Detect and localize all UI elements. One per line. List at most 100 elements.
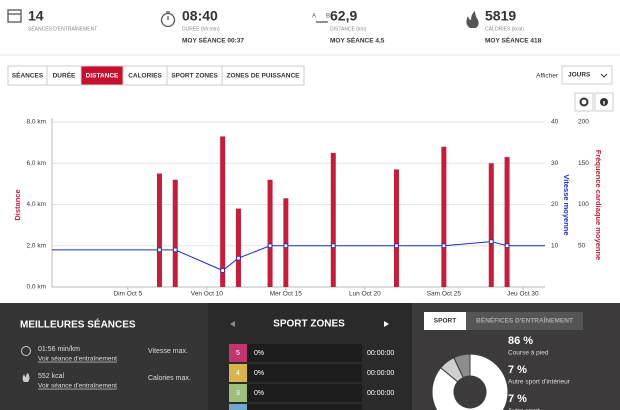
- zone-swatch: [229, 364, 247, 382]
- axis-label: Distance: [13, 189, 22, 220]
- line-point: [236, 255, 241, 261]
- x-tick-label: Lun Oct 20: [349, 291, 381, 298]
- tab[interactable]: [221, 65, 305, 86]
- best-link[interactable]: Voir séance d'entraînement: [38, 356, 117, 363]
- bar: [283, 198, 289, 287]
- axis-label: Fréquence cardiaque moyenne: [594, 150, 603, 260]
- bar: [235, 208, 241, 287]
- display-label: Afficher: [536, 73, 559, 80]
- stat-label: SÉANCES D'ENTRAÎNEMENT: [28, 25, 97, 32]
- zone-swatch: [229, 344, 247, 362]
- y-tick-label: 4,0 km: [26, 201, 46, 208]
- best-panel: [0, 303, 208, 410]
- calorie-icon: [22, 373, 30, 382]
- y3-tick-label: 100: [578, 201, 589, 208]
- stat-value: 5819: [485, 8, 516, 24]
- tab-label: SPORT ZONES: [171, 73, 218, 80]
- stat-average: MOY SÉANCE 4,5: [330, 36, 385, 45]
- stat-label: DURÉE (hh:mm): [182, 25, 220, 32]
- settings-button[interactable]: [574, 92, 594, 112]
- zones-title: SPORT ZONES: [273, 319, 345, 330]
- y3-tick-label: 200: [578, 119, 589, 126]
- line-point: [173, 247, 178, 253]
- stat-average: MOY SÉANCE 418: [485, 36, 542, 45]
- donut-segment: [453, 353, 471, 379]
- zone-swatch: [229, 384, 247, 402]
- line-point: [331, 243, 336, 248]
- display-value: JOURS: [568, 72, 591, 79]
- zone-swatch: [229, 404, 247, 410]
- calendar-icon: [7, 9, 22, 23]
- x-tick-label: Ven Oct 10: [191, 291, 224, 298]
- sport-percent: 86 %: [508, 335, 533, 347]
- flame-icon: [466, 11, 479, 28]
- line-point: [394, 243, 399, 248]
- zone-time: 00:00:00: [367, 350, 394, 357]
- tab-label: DURÉE: [53, 71, 76, 80]
- stat-value: 14: [28, 8, 44, 24]
- zone-number: 5: [236, 350, 240, 357]
- best-label: Calories max.: [148, 375, 191, 382]
- tab-label: DISTANCE: [86, 73, 119, 80]
- line-point: [441, 243, 447, 248]
- bar: [504, 157, 510, 287]
- tab-label: SÉANCES: [12, 71, 44, 80]
- best-title: MEILLEURES SÉANCES: [20, 318, 136, 331]
- speed-icon: [21, 346, 31, 356]
- sport-percent: 7 %: [508, 393, 527, 405]
- y3-tick-label: 150: [578, 160, 589, 167]
- y2-tick-label: 20: [551, 201, 559, 208]
- prev-arrow[interactable]: [230, 321, 235, 327]
- zone-bar: [247, 384, 362, 402]
- sport-tab[interactable]: [466, 312, 583, 330]
- stopwatch-icon: [160, 12, 176, 28]
- best-link[interactable]: Voir séance d'entraînement: [38, 383, 117, 390]
- zone-percent: 0%: [254, 370, 264, 377]
- bar: [441, 146, 447, 287]
- stat-value: 62,9: [330, 8, 357, 24]
- display-select[interactable]: [561, 65, 613, 85]
- line-point: [157, 247, 162, 253]
- zone-number: 4: [236, 370, 240, 377]
- sport-tab-label: BÉNÉFICES D'ENTRAÎNEMENT: [476, 316, 573, 325]
- sport-tab[interactable]: [424, 312, 466, 330]
- zone-percent: 0%: [254, 350, 264, 357]
- line-point: [267, 243, 273, 248]
- line-point: [489, 239, 494, 244]
- y2-tick-label: 40: [551, 119, 559, 126]
- y-tick-label: 8,0 km: [26, 119, 46, 126]
- zone-bar: [247, 364, 362, 382]
- tab-label: ZONES DE PUISSANCE: [227, 73, 301, 80]
- stat-label: DISTANCE (km): [330, 26, 367, 32]
- y3-tick-label: 50: [578, 242, 586, 249]
- x-tick-label: Jeu Oct 30: [507, 291, 539, 298]
- donut-segment: [431, 353, 509, 410]
- bar: [330, 152, 336, 287]
- bar: [220, 136, 226, 287]
- zone-number: 3: [236, 390, 240, 397]
- next-arrow[interactable]: [384, 321, 389, 327]
- bar: [156, 173, 162, 287]
- x-tick-label: Dim Oct 5: [113, 291, 142, 298]
- sport-tab-label: SPORT: [434, 318, 456, 325]
- best-value: 01:56 min/km: [38, 346, 80, 353]
- zone-time: 00:00:00: [367, 370, 394, 377]
- tab-label: CALORIES: [128, 73, 162, 80]
- bar: [267, 179, 273, 287]
- x-tick-label: Sam Oct 25: [427, 291, 462, 298]
- sport-name: Autre sport d'intérieur: [508, 379, 571, 386]
- dropdown-arrow: [600, 73, 608, 78]
- bar: [172, 179, 178, 287]
- info-icon: [603, 101, 605, 105]
- sport-name: Course à pied: [508, 350, 549, 357]
- zone-bar: [247, 344, 362, 362]
- bar: [393, 169, 399, 287]
- zone-bar: [247, 404, 362, 410]
- icons: [7, 9, 479, 28]
- y2-tick-label: 30: [551, 160, 559, 167]
- settings-icon: [579, 97, 589, 107]
- distance-icon: B: [326, 14, 330, 20]
- stat-average: MOY SÉANCE 00:37: [182, 36, 244, 45]
- line-point: [220, 268, 225, 273]
